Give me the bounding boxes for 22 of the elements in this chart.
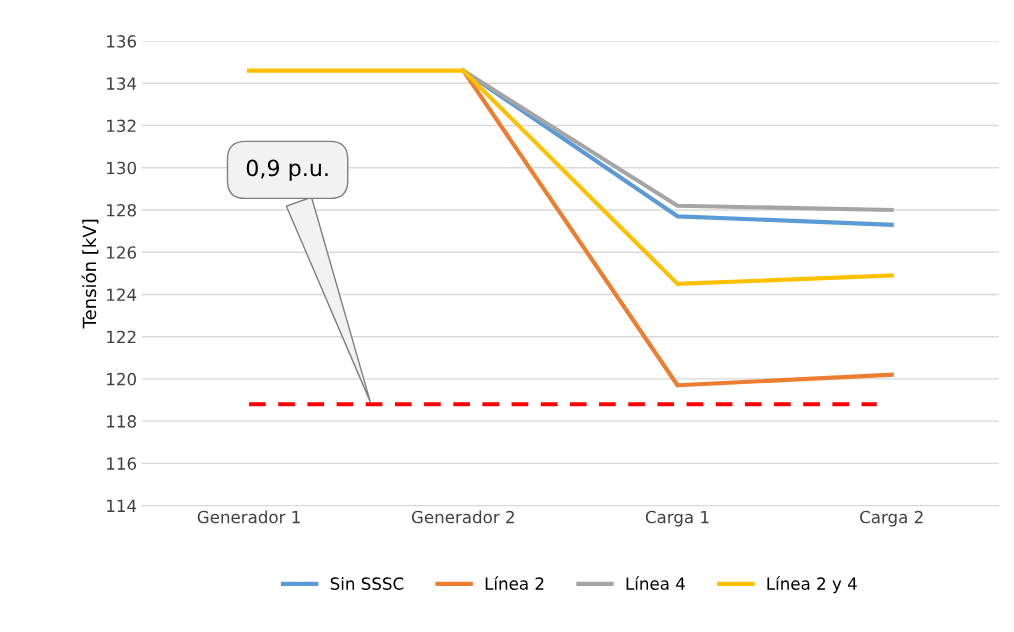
- y-tick-label: 122: [107, 330, 136, 344]
- x-tick-label: Generador 1: [197, 510, 300, 524]
- y-tick-label: 116: [107, 457, 137, 470]
- x-tick-label: Carga 2: [860, 510, 923, 527]
- y-tick-label: 114: [107, 499, 137, 512]
- y-tick-label: 120: [107, 372, 136, 386]
- y-tick-label: 136: [107, 35, 137, 48]
- legend-label: Línea 2 y 4: [767, 576, 857, 594]
- y-tick-label: 128: [107, 203, 136, 217]
- y-tick-label: 126: [107, 246, 137, 259]
- y-tick-label: 124: [107, 288, 137, 301]
- legend-label: Línea 4: [626, 576, 685, 590]
- legend-label: Línea 2: [485, 576, 544, 590]
- y-tick-label: 118: [107, 415, 136, 428]
- y-tick-label: 132: [107, 119, 136, 133]
- y-tick-label: 134: [107, 77, 137, 90]
- ref-line-label: 0,9 p.u.: [246, 159, 328, 181]
- x-tick-label: Carga 1: [645, 510, 709, 527]
- y-axis-title: Tensión [kV]: [81, 219, 99, 329]
- y-tick-label: 130: [107, 161, 136, 175]
- x-tick-label: Generador 2: [411, 510, 514, 524]
- legend-label: Sin SSSC: [330, 577, 404, 590]
